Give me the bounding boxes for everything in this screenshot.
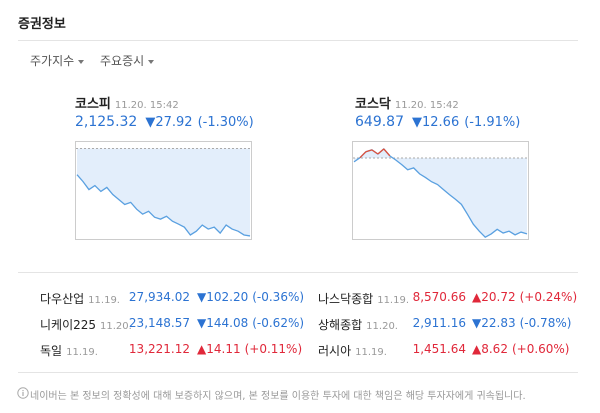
market-name: 러시아 bbox=[318, 344, 352, 358]
index-percent: (-1.30%) bbox=[197, 115, 254, 130]
market-value: 23,148.57 bbox=[128, 316, 190, 330]
sparkline-above bbox=[359, 151, 367, 159]
market-change: ▲20.72 bbox=[472, 290, 516, 304]
index-value: 649.87 bbox=[355, 114, 404, 130]
tab[interactable]: 주가지수 bbox=[30, 52, 84, 69]
market-change: ▼22.83 bbox=[472, 316, 516, 330]
market-label: 니케이225 11.20. bbox=[40, 316, 132, 333]
sparkline-above bbox=[371, 149, 379, 155]
sparkline-above bbox=[365, 149, 373, 153]
index-quote: 2,125.32 ▼27.92 (-1.30%) bbox=[75, 114, 254, 130]
market-date: 11.19. bbox=[377, 295, 410, 306]
market-value: 27,934.02 bbox=[128, 290, 190, 304]
market-percent: (-0.78%) bbox=[519, 316, 572, 330]
sparkline bbox=[352, 141, 529, 240]
market-percent: (+0.24%) bbox=[519, 290, 578, 304]
market-date: 11.19. bbox=[66, 347, 98, 358]
info-icon bbox=[17, 387, 29, 399]
tab[interactable]: 주요증시 bbox=[100, 52, 154, 69]
sparkline bbox=[76, 174, 251, 237]
market-percent: (+0.11%) bbox=[244, 342, 303, 356]
index-value: 2,125.32 bbox=[75, 114, 138, 130]
index-change: ▼27.92 bbox=[145, 115, 193, 130]
market-change-group: ▲8.62 (+0.60%) bbox=[472, 342, 570, 356]
divider bbox=[18, 272, 578, 273]
market-name: 상해종합 bbox=[318, 318, 363, 332]
notice: 네이버는 본 정보의 정확성에 대해 보증하지 않으며, 본 정보를 이용한 투… bbox=[30, 391, 526, 402]
sparkline bbox=[75, 141, 252, 240]
market-label: 러시아 11.19. bbox=[318, 342, 387, 359]
sparkline-above bbox=[383, 148, 391, 157]
index-header: 코스닥 11.20. 15:42 bbox=[355, 93, 459, 112]
market-name: 다우산업 bbox=[40, 292, 85, 306]
sparkline-area bbox=[77, 148, 250, 236]
market-change-group: ▲14.11 (+0.11%) bbox=[197, 342, 302, 356]
market-percent: (+0.60%) bbox=[511, 342, 570, 356]
market-change: ▼144.08 bbox=[197, 316, 249, 330]
index-time: 11.20. 15:42 bbox=[394, 100, 459, 111]
market-date: 11.19. bbox=[88, 295, 120, 306]
market-value: 8,570.66 bbox=[412, 290, 466, 304]
market-value: 2,911.16 bbox=[412, 316, 466, 330]
index-time: 11.20. 15:42 bbox=[114, 100, 179, 111]
market-percent: (-0.36%) bbox=[252, 290, 305, 304]
market-label: 상해종합 11.20. bbox=[318, 316, 398, 333]
market-label: 다우산업 11.19. bbox=[40, 290, 120, 307]
market-change-group: ▲20.72 (+0.24%) bbox=[472, 290, 577, 304]
divider bbox=[18, 372, 578, 373]
market-value: 1,451.64 bbox=[412, 342, 466, 356]
sparkline-above bbox=[377, 148, 385, 155]
index-percent: (-1.91%) bbox=[464, 115, 521, 130]
index-name: 코스닥 bbox=[355, 97, 391, 112]
index-header: 코스피 11.20. 15:42 bbox=[75, 93, 179, 112]
market-change-group: ▼102.20 (-0.36%) bbox=[197, 290, 304, 304]
market-name: 독일 bbox=[40, 344, 63, 358]
index-change: ▼12.66 bbox=[412, 115, 460, 130]
widget-title: 증권정보 bbox=[18, 17, 66, 32]
market-change: ▲14.11 bbox=[197, 342, 241, 356]
market-date: 11.20. bbox=[100, 321, 132, 332]
market-label: 나스닥종합 11.19. bbox=[318, 290, 409, 307]
market-change-group: ▼22.83 (-0.78%) bbox=[472, 316, 571, 330]
market-change: ▼102.20 bbox=[197, 290, 249, 304]
index-name: 코스피 bbox=[75, 97, 111, 112]
chart-frame bbox=[352, 141, 529, 240]
chart-frame bbox=[75, 141, 252, 240]
market-label: 독일 11.19. bbox=[40, 342, 98, 359]
market-date: 11.19. bbox=[355, 347, 387, 358]
sparkline-area bbox=[354, 148, 527, 238]
market-change: ▲8.62 bbox=[472, 342, 508, 356]
market-value: 13,221.12 bbox=[128, 342, 190, 356]
market-date: 11.20. bbox=[366, 321, 398, 332]
divider bbox=[18, 40, 578, 41]
index-quote: 649.87 ▼12.66 (-1.91%) bbox=[355, 114, 520, 130]
market-change-group: ▼144.08 (-0.62%) bbox=[197, 316, 304, 330]
market-percent: (-0.62%) bbox=[252, 316, 305, 330]
market-name: 나스닥종합 bbox=[318, 292, 374, 306]
market-name: 니케이225 bbox=[40, 318, 97, 332]
